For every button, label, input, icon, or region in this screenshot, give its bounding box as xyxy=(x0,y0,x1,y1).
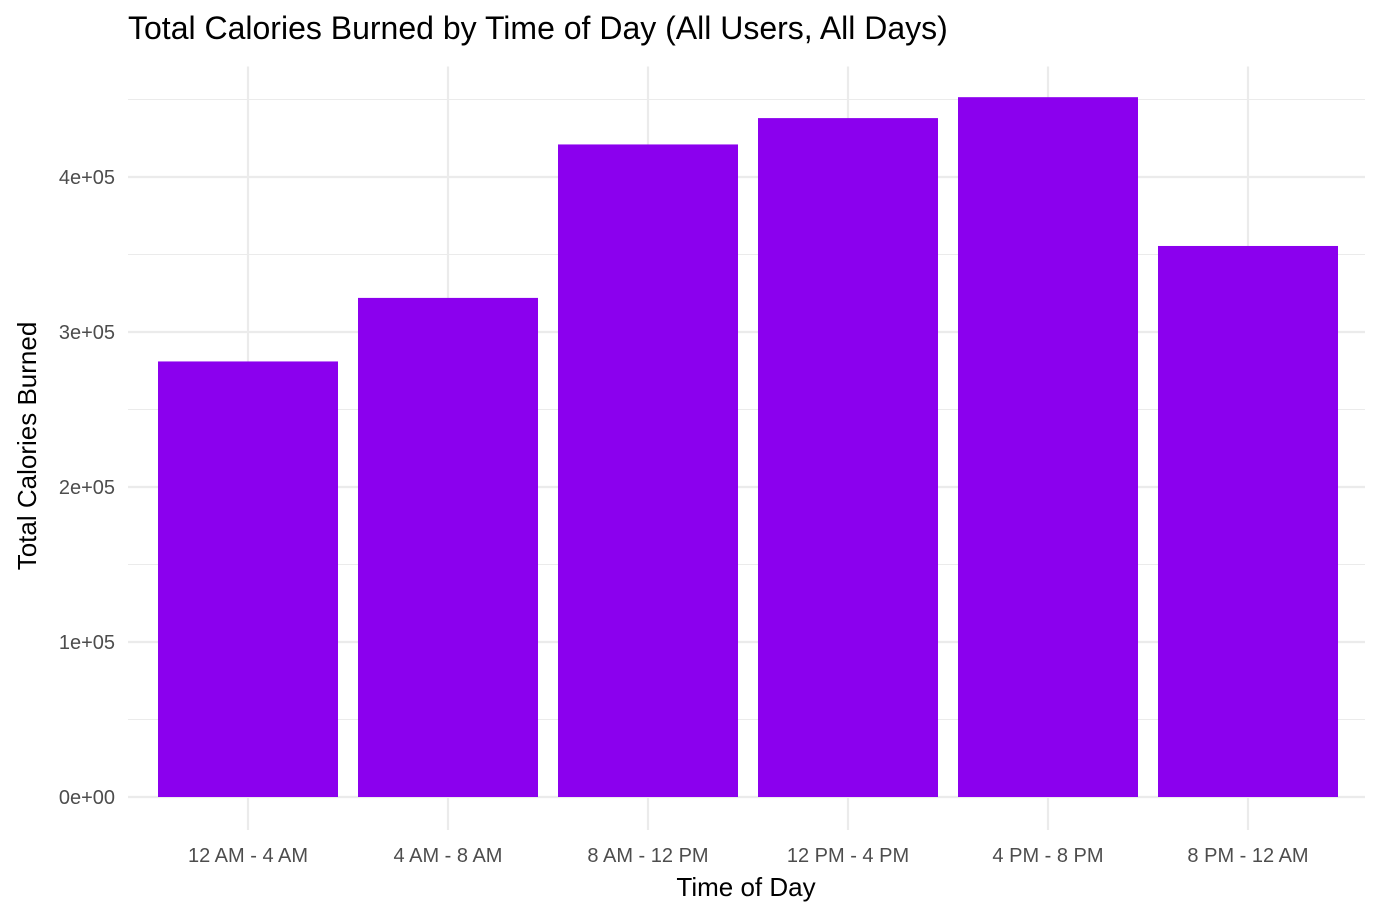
x-tick-label: 4 AM - 8 AM xyxy=(394,845,503,867)
bar xyxy=(158,361,338,797)
x-tick-label: 8 AM - 12 PM xyxy=(587,845,708,867)
x-tick-label: 12 AM - 4 AM xyxy=(188,845,308,867)
x-axis-title: Time of Day xyxy=(676,872,815,902)
bar xyxy=(1158,245,1338,798)
y-tick-label: 4e+05 xyxy=(59,167,115,189)
y-tick-label: 3e+05 xyxy=(59,322,115,344)
bar xyxy=(758,118,938,798)
bar xyxy=(958,97,1138,798)
chart-title: Total Calories Burned by Time of Day (Al… xyxy=(128,10,948,46)
bars xyxy=(158,97,1338,798)
bar xyxy=(558,144,738,797)
y-axis-tick-labels: 0e+00 1e+05 2e+05 3e+05 4e+05 xyxy=(59,167,115,809)
x-tick-label: 12 PM - 4 PM xyxy=(787,845,909,867)
y-axis-title: Total Calories Burned xyxy=(12,322,42,571)
bar xyxy=(358,297,538,797)
y-tick-label: 1e+05 xyxy=(59,632,115,654)
x-axis-tick-labels: 12 AM - 4 AM 4 AM - 8 AM 8 AM - 12 PM 12 PM… xyxy=(188,845,1309,867)
x-tick-label: 4 PM - 8 PM xyxy=(992,845,1103,867)
y-tick-label: 0e+00 xyxy=(59,787,115,809)
y-tick-label: 2e+05 xyxy=(59,477,115,499)
x-tick-label: 8 PM - 12 AM xyxy=(1187,845,1308,867)
